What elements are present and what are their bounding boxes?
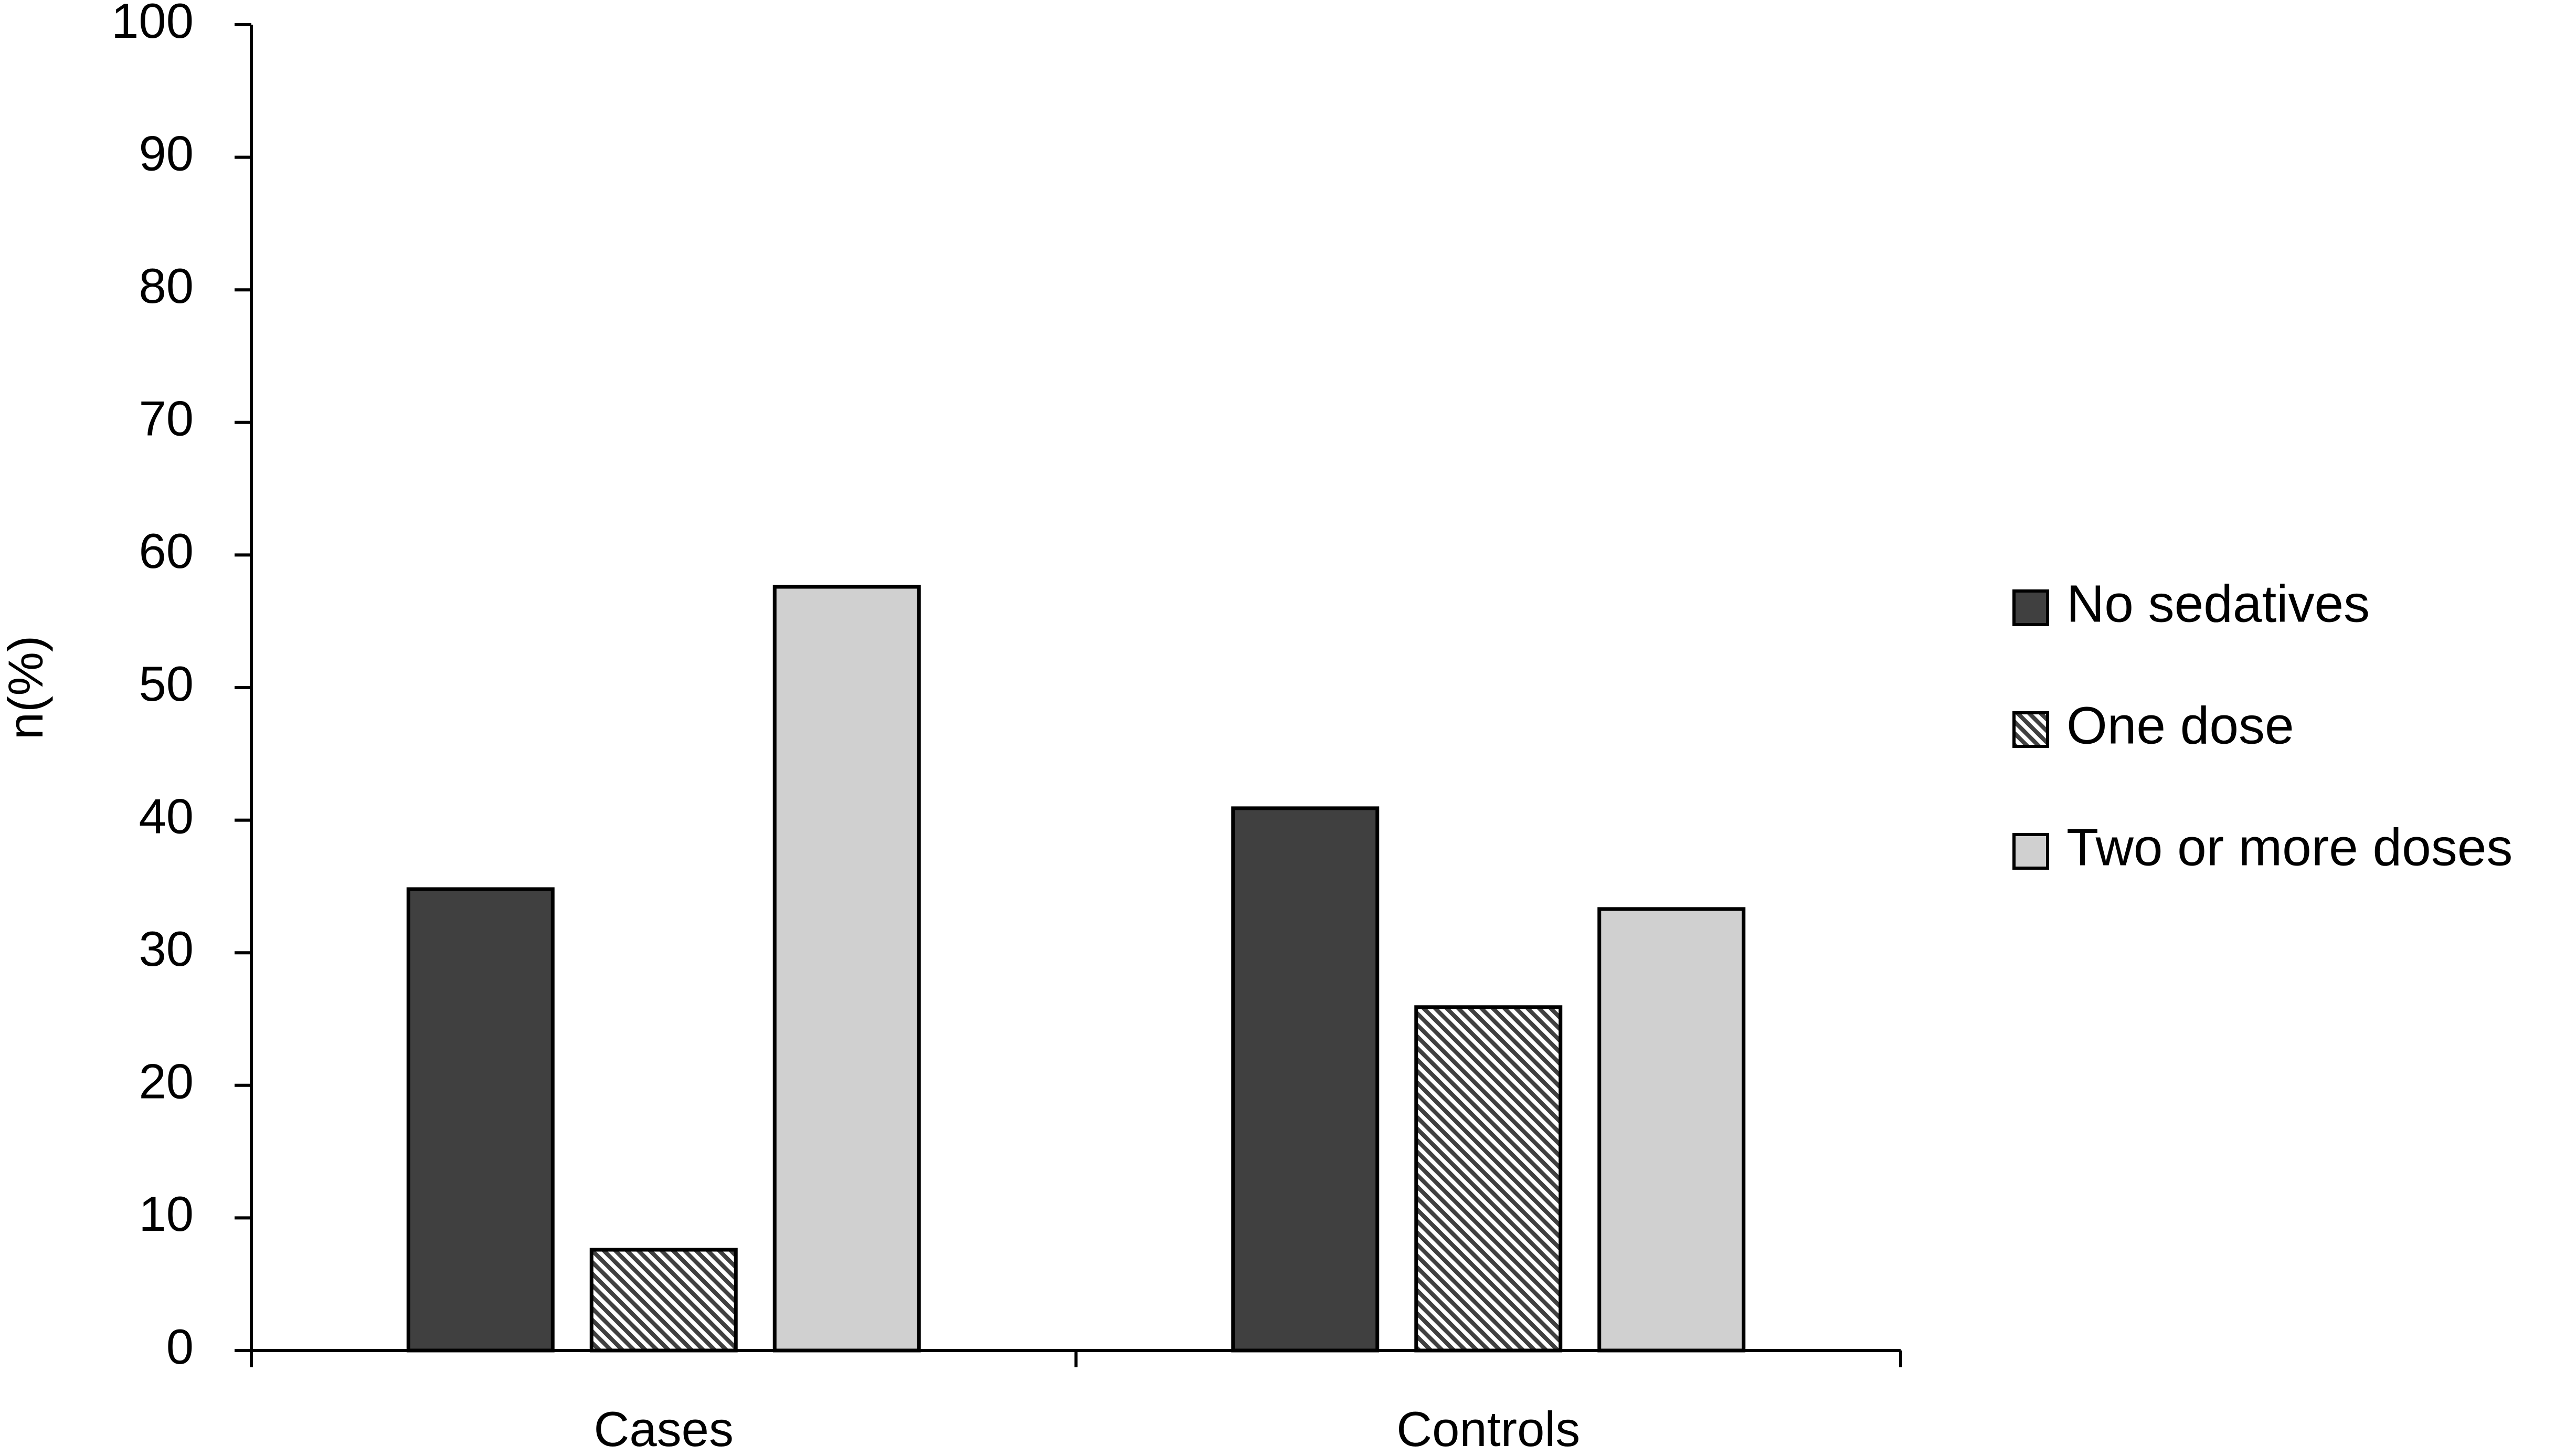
x-tick-label: Controls xyxy=(1396,1401,1580,1456)
bar xyxy=(1231,806,1380,1353)
y-tick-label: 60 xyxy=(139,523,194,578)
legend-swatch xyxy=(2012,589,2049,626)
bar xyxy=(589,1248,738,1353)
y-tick-label: 20 xyxy=(139,1054,194,1109)
y-tick-label: 40 xyxy=(139,788,194,843)
bar xyxy=(772,585,921,1353)
legend-swatch xyxy=(2012,833,2049,870)
y-tick-label: 10 xyxy=(139,1186,194,1241)
x-tick-label: Cases xyxy=(594,1401,734,1456)
y-tick-label: 70 xyxy=(139,391,194,446)
bar xyxy=(406,887,555,1353)
y-tick-label: 80 xyxy=(139,258,194,313)
y-tick-label: 90 xyxy=(139,125,194,181)
y-tick-label: 30 xyxy=(139,921,194,976)
y-tick-label: 0 xyxy=(166,1319,194,1374)
y-tick-label: 50 xyxy=(139,656,194,711)
y-axis-label: n(%) xyxy=(0,636,53,740)
legend-label: No sedatives xyxy=(2066,574,2370,633)
legend-label: Two or more doses xyxy=(2066,818,2513,877)
legend-swatch xyxy=(2012,711,2049,748)
bar xyxy=(1597,907,1746,1353)
bar xyxy=(1414,1005,1563,1353)
legend-label: One dose xyxy=(2066,696,2294,755)
y-tick-label: 100 xyxy=(111,0,194,48)
